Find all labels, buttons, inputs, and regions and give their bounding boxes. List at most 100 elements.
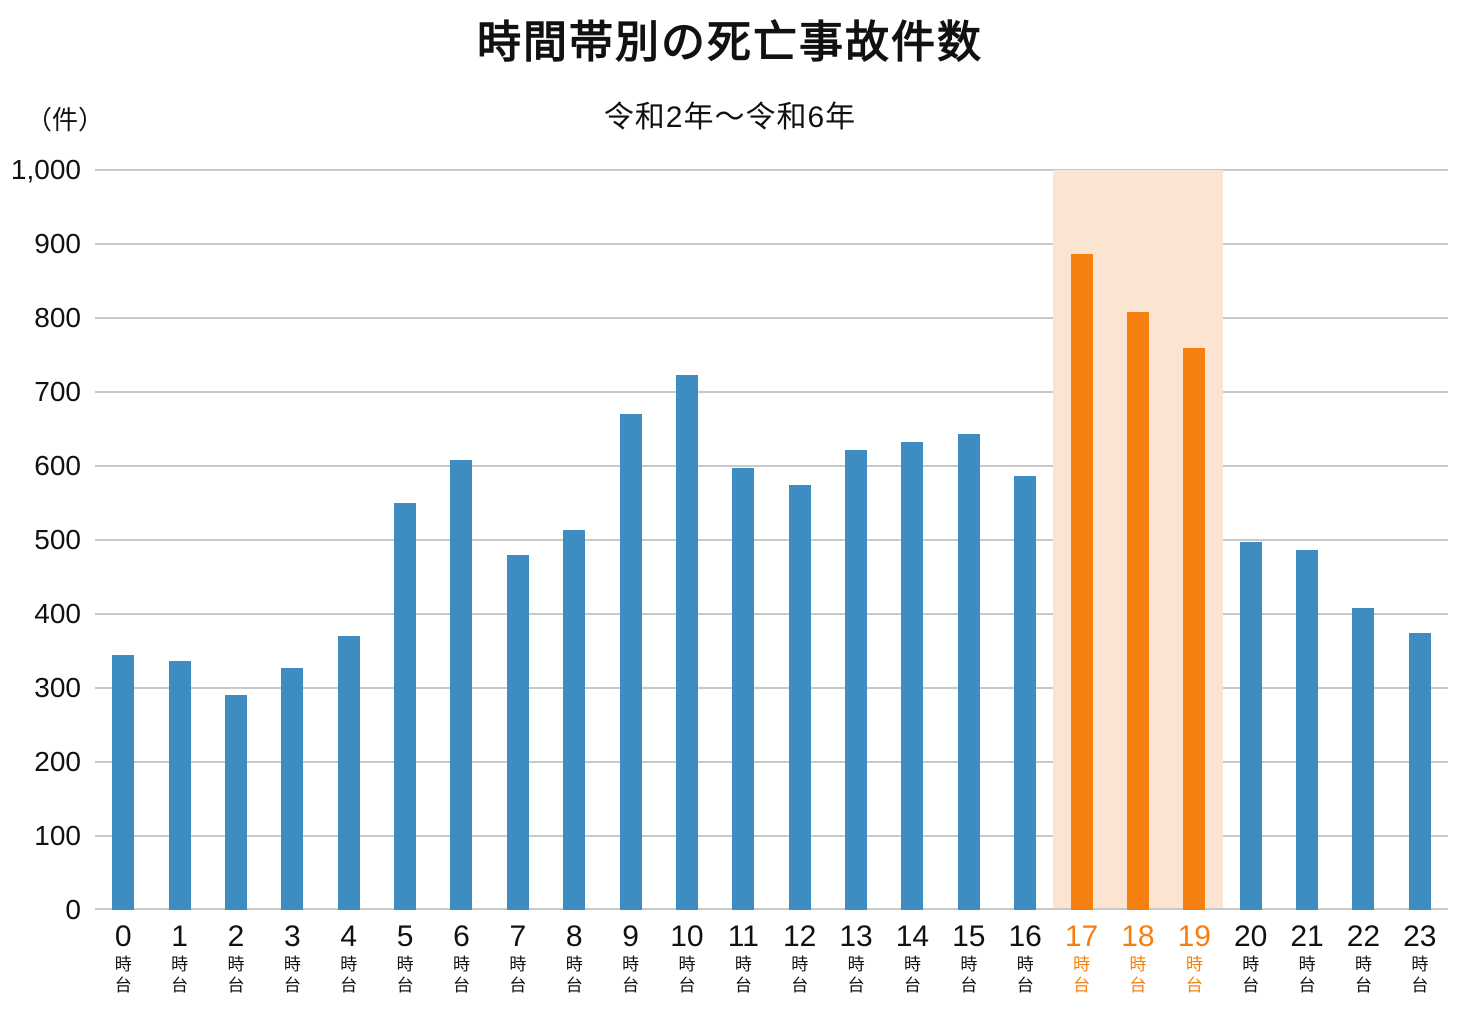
x-axis-label-3時台: 3 時台 [264, 910, 320, 996]
bar-column-13時台 [828, 170, 884, 910]
x-axis-label-19時台: 19 時台 [1166, 910, 1222, 996]
x-axis-suffix-char: 時 [1411, 955, 1429, 974]
bar-chart: 0 100 200 300 400 500 600 700 800 900 1,000 0 時台 1 時台… [0, 154, 1460, 996]
x-axis-suffix-char: 台 [960, 976, 978, 995]
x-axis-suffix-char: 時 [1354, 955, 1372, 974]
gridline-1000 [95, 169, 1448, 171]
x-axis-hour-number: 13 [839, 920, 873, 953]
bar-6時台 [450, 460, 473, 910]
x-axis-suffix-char: 時 [1298, 955, 1316, 974]
x-axis-label-21時台: 21 時台 [1279, 910, 1335, 996]
bar-21時台 [1296, 549, 1319, 910]
bar-column-21時台 [1279, 170, 1335, 910]
x-axis-suffix-char: 時 [734, 955, 752, 974]
x-axis-suffix-char: 時 [283, 955, 301, 974]
bar-1時台 [168, 660, 191, 910]
x-axis-hour-number: 2 [227, 920, 245, 953]
bar-11時台 [732, 468, 755, 910]
x-axis-label-1時台: 1 時台 [151, 910, 207, 996]
x-axis-suffix-char: 時 [509, 955, 527, 974]
x-axis-hour-number: 18 [1121, 920, 1155, 953]
x-axis-suffix-char: 時 [340, 955, 358, 974]
x-axis-label-20時台: 20 時台 [1223, 910, 1279, 996]
y-axis-tick-label-1,000: 1,000 [10, 154, 81, 185]
bar-column-5時台 [377, 170, 433, 910]
x-axis-label-8時台: 8 時台 [546, 910, 602, 996]
bar-column-20時台 [1223, 170, 1279, 910]
x-axis-hour-number: 11 [727, 920, 759, 953]
x-axis-suffix-char: 台 [452, 976, 470, 995]
x-axis-label-10時台: 10 時台 [659, 910, 715, 996]
bar-column-2時台 [208, 170, 264, 910]
x-axis-hour-number: 12 [783, 920, 817, 953]
x-axis-label-2時台: 2 時台 [208, 910, 264, 996]
x-axis-suffix-char: 時 [622, 955, 640, 974]
bar-19時台 [1183, 347, 1206, 910]
bar-22時台 [1352, 608, 1375, 910]
x-axis-hour-number: 3 [283, 920, 301, 953]
x-axis-suffix-char: 時 [1016, 955, 1034, 974]
x-axis-label-23時台: 23 時台 [1392, 910, 1448, 996]
bar-column-15時台 [941, 170, 997, 910]
x-axis-label-17時台: 17 時台 [1053, 910, 1109, 996]
bar-column-8時台 [546, 170, 602, 910]
bar-column-1時台 [151, 170, 207, 910]
x-axis-label-22時台: 22 時台 [1335, 910, 1391, 996]
bar-12時台 [788, 484, 811, 910]
gridline-600 [95, 465, 1448, 467]
x-axis-suffix-char: 台 [791, 976, 809, 995]
gridline-700 [95, 391, 1448, 393]
x-axis-label-18時台: 18 時台 [1110, 910, 1166, 996]
chart-subtitle: 令和2年～令和6年 [603, 101, 857, 134]
bar-column-19時台 [1166, 170, 1222, 910]
bar-column-23時台 [1392, 170, 1448, 910]
x-axis-suffix-char: 台 [114, 976, 132, 995]
x-axis-suffix-char: 台 [283, 976, 301, 995]
x-axis-hour-number: 19 [1177, 920, 1211, 953]
bar-8時台 [563, 530, 586, 910]
x-axis-label-0時台: 0 時台 [95, 910, 151, 996]
x-axis-suffix-char: 時 [396, 955, 414, 974]
plot-area [95, 169, 1448, 910]
x-axis-suffix-char: 時 [903, 955, 921, 974]
bar-column-17時台 [1053, 170, 1109, 910]
gridline-100 [95, 835, 1448, 837]
x-axis-suffix-char: 時 [1129, 955, 1147, 974]
y-axis-tick-label-900: 900 [34, 228, 81, 259]
y-axis-tick-label-0: 0 [65, 894, 81, 925]
x-axis-label-9時台: 9 時台 [602, 910, 658, 996]
bar-column-22時台 [1335, 170, 1391, 910]
bar-column-18時台 [1110, 170, 1166, 910]
x-axis-label-11時台: 11 時台 [715, 910, 771, 996]
x-axis-hour-number: 15 [952, 920, 986, 953]
bar-column-11時台 [715, 170, 771, 910]
y-axis-tick-label-400: 400 [34, 598, 81, 629]
x-axis-hour-number: 0 [114, 920, 132, 953]
gridline-800 [95, 317, 1448, 319]
bar-9時台 [619, 414, 642, 910]
x-axis-label-16時台: 16 時台 [997, 910, 1053, 996]
x-axis-hour-number: 6 [453, 920, 470, 953]
y-axis-tick-label-200: 200 [34, 746, 81, 777]
x-axis-suffix-char: 時 [960, 955, 978, 974]
gridline-900 [95, 243, 1448, 245]
bar-column-6時台 [433, 170, 489, 910]
x-axis-hour-number: 4 [340, 920, 358, 953]
bar-column-4時台 [321, 170, 377, 910]
x-axis-hour-number: 20 [1234, 920, 1268, 953]
bar-column-10時台 [659, 170, 715, 910]
x-axis-suffix-char: 時 [452, 955, 470, 974]
x-axis-label-15時台: 15 時台 [941, 910, 997, 996]
x-axis-hour-number: 8 [565, 920, 583, 953]
y-axis: 0 100 200 300 400 500 600 700 800 900 1,000 [0, 154, 95, 925]
bar-column-16時台 [997, 170, 1053, 910]
x-axis-suffix-char: 台 [340, 976, 358, 995]
x-axis: 0 時台 1 時台 2 時台 3 時台 4 時台 5 時台 6 時台 7 時台 8 時台 9 時台 10 時台 11 時台 12… [95, 910, 1448, 996]
gridline-500 [95, 539, 1448, 541]
x-axis-suffix-char: 台 [565, 976, 583, 995]
bar-18時台 [1126, 312, 1149, 910]
bar-column-3時台 [264, 170, 320, 910]
x-axis-label-7時台: 7 時台 [490, 910, 546, 996]
x-axis-hour-number: 5 [396, 920, 414, 953]
bar-column-7時台 [490, 170, 546, 910]
